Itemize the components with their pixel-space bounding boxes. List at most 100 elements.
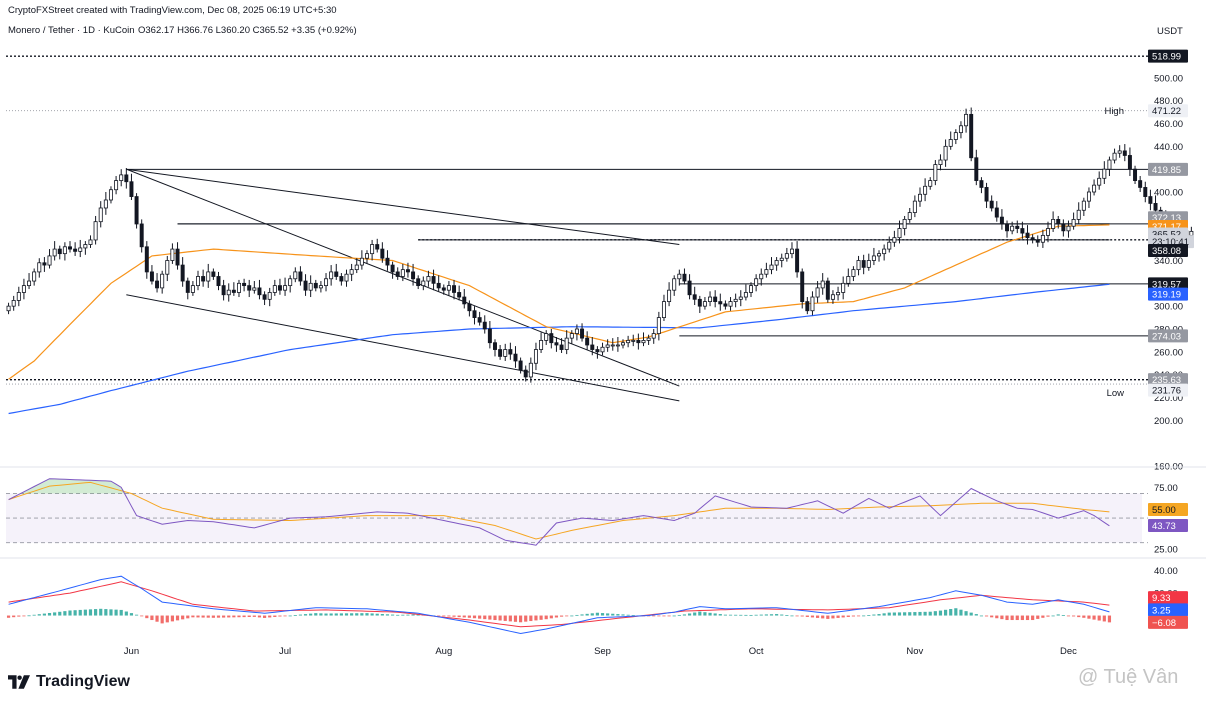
sma-fast-line (8, 224, 1110, 380)
candle-body-7 (42, 262, 47, 266)
candle-body-121 (626, 340, 631, 344)
macd-hist-bar-70 (365, 613, 369, 616)
macd-hist-bar-167 (862, 615, 866, 617)
macd-hist-bar-96 (498, 615, 502, 621)
candle-body-169 (871, 255, 876, 261)
candle-body-198 (1020, 228, 1025, 234)
ohlc-readout: O362.17 H366.76 L360.20 C365.52 +3.35 (+… (138, 25, 357, 36)
x-tick-label-1: Jul (279, 646, 291, 657)
x-tick-label-0: Jun (124, 646, 139, 657)
candle-body-17 (93, 221, 98, 241)
candle-body-47 (247, 285, 252, 291)
candle-body-149 (769, 264, 774, 271)
macd-hist-bar-199 (1025, 615, 1030, 621)
macd-hist-bar-85 (442, 615, 446, 617)
candle-body-222 (1143, 187, 1148, 197)
candle-body-79 (411, 271, 416, 280)
author-watermark: @ Tuệ Vân (1078, 666, 1179, 688)
macd-hist-bar-111 (575, 614, 579, 616)
candle-body-46 (242, 282, 247, 287)
candle-body-104 (539, 340, 544, 350)
macd-line (8, 575, 1110, 635)
candle-body-223 (1148, 196, 1153, 204)
candle-body-30 (160, 273, 165, 289)
macd-hist-bar-91 (472, 615, 477, 619)
price-tag-10: 274.03 (1152, 331, 1181, 342)
candle-body-51 (267, 292, 272, 300)
macd-hist-bar-147 (759, 614, 763, 616)
macd-hist-bar-146 (754, 614, 758, 616)
candle-body-34 (180, 264, 185, 282)
candle-body-171 (882, 248, 887, 255)
candle-body-39 (206, 271, 211, 282)
macd-hist-bar-194 (1000, 615, 1004, 620)
macd-hist-bar-36 (191, 615, 195, 618)
candle-body-164 (846, 276, 851, 284)
candle-body-224 (1153, 203, 1158, 211)
symbol-title[interactable]: Monero / Tether · 1D · KuCoin (8, 25, 135, 36)
price-tag-7-bg (1148, 243, 1188, 257)
macd-hist-bar-58 (303, 614, 308, 616)
candle-body-10 (57, 248, 62, 255)
candle-body-210 (1081, 200, 1086, 211)
price-tag-8: 319.57 (1152, 279, 1181, 290)
candle-body-141 (728, 301, 733, 307)
candle-body-29 (155, 280, 160, 289)
candle-body-113 (585, 337, 590, 346)
candle-body-187 (964, 113, 969, 127)
macd-hist-bar-59 (309, 613, 313, 616)
candle-body-94 (487, 328, 492, 344)
macd-hist-bar-177 (913, 612, 917, 616)
macd-hist-bar-214 (1102, 615, 1106, 622)
candle-body-4 (27, 280, 32, 287)
candle-body-26 (139, 223, 144, 248)
macd-hist-bar-8 (47, 612, 52, 616)
macd-hist-bar-11 (63, 611, 67, 616)
macd-hist-bar-33 (175, 615, 180, 621)
candle-body-160 (825, 280, 830, 300)
macd-tag-1: 3.25 (1152, 605, 1171, 616)
macd-tag-2: −6.08 (1152, 618, 1176, 629)
candle-body-130 (672, 278, 677, 291)
macd-hist-bar-192 (990, 615, 994, 618)
candle-body-168 (866, 260, 871, 268)
price-tag-8-bg (1148, 277, 1188, 291)
macd-hist-bar-78 (406, 614, 410, 616)
candle-body-122 (631, 340, 636, 342)
macd-hist-bar-181 (933, 611, 937, 616)
candle-body-0 (6, 305, 11, 312)
candle-body-175 (902, 218, 907, 229)
candle-body-50 (262, 294, 267, 300)
rsi-tag-0: 55.00 (1152, 505, 1176, 516)
macd-hist-bar-38 (201, 615, 205, 618)
macd-hist-bar-90 (467, 615, 471, 618)
candle-body-209 (1076, 209, 1081, 220)
macd-hist-bar-176 (908, 612, 912, 616)
macd-hist-bar-57 (298, 614, 303, 616)
macd-hist-bar-51 (268, 615, 272, 618)
candle-body-45 (236, 282, 241, 293)
candle-body-22 (119, 174, 124, 181)
candle-body-97 (503, 349, 508, 357)
candle-body-188 (969, 113, 974, 159)
macd-hist-bar-102 (529, 615, 533, 622)
rsi-tag-1: 43.73 (1152, 521, 1176, 532)
macd-hist-bar-47 (247, 615, 251, 617)
candle-body-215 (1107, 159, 1112, 170)
candle-body-70 (364, 253, 369, 259)
candle-body-101 (523, 369, 528, 378)
macd-hist-bar-94 (488, 615, 492, 620)
candle-body-116 (600, 346, 605, 353)
candle-body-31 (165, 260, 170, 275)
macd-hist-bar-153 (790, 615, 794, 617)
candle-body-15 (83, 244, 88, 249)
candle-body-135 (697, 298, 702, 307)
price-tick-label-2: 220.00 (1154, 393, 1183, 404)
candle-body-165 (851, 269, 856, 277)
macd-hist-bar-39 (206, 615, 210, 618)
price-tag-11-bg (1148, 373, 1188, 387)
candle-body-138 (713, 296, 718, 302)
candle-body-211 (1086, 191, 1091, 202)
macd-hist-bar-206 (1061, 615, 1065, 616)
